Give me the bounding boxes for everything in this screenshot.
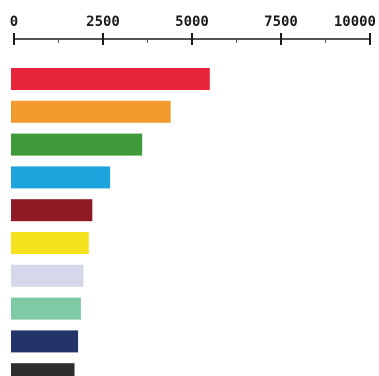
bar-series: [11, 68, 210, 376]
x-axis-tick-label: 5000: [175, 14, 209, 30]
bar: [11, 297, 81, 320]
bar: [11, 100, 171, 123]
bar: [11, 264, 84, 287]
x-axis-tick-labels: 0 2500 5000 7500 10000: [10, 14, 376, 30]
x-axis-tick-label: 2500: [86, 14, 120, 30]
bar: [11, 232, 89, 254]
x-axis-tick-label: 0: [10, 14, 18, 30]
bar: [11, 330, 79, 353]
bar: [11, 363, 75, 376]
x-axis-tick-label: 7500: [264, 14, 298, 30]
bar: [11, 166, 111, 189]
bar: [11, 133, 143, 156]
bar: [11, 68, 210, 90]
x-axis-tick-label: 10000: [334, 14, 376, 30]
x-axis: [13, 33, 371, 45]
bar: [11, 199, 93, 222]
